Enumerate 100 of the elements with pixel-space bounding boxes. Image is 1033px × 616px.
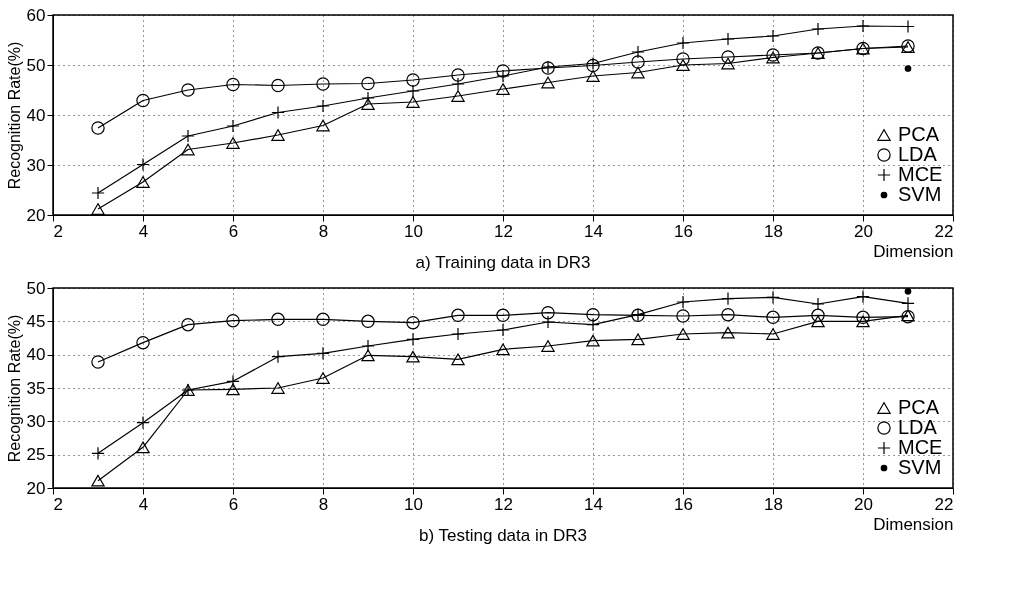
legend-label: SVM <box>898 456 942 478</box>
legend-label: MCE <box>898 436 943 458</box>
x-tick-label: 6 <box>228 221 239 241</box>
point <box>631 333 645 346</box>
point <box>361 314 375 329</box>
y-axis-title: Recognition Rate(%) <box>5 314 23 463</box>
point <box>811 315 825 328</box>
point <box>361 98 375 110</box>
point <box>631 55 645 69</box>
y-tick-label: 30 <box>26 155 46 175</box>
point <box>316 312 330 327</box>
point <box>136 415 150 430</box>
point <box>316 372 330 384</box>
y-tick-label: 50 <box>26 55 46 75</box>
x-tick-label: 20 <box>854 494 873 514</box>
point <box>226 77 240 92</box>
x-tick-label: 4 <box>138 221 149 241</box>
point <box>451 68 465 82</box>
x-axis-title: Dimension <box>873 514 954 534</box>
y-tick-label: 40 <box>26 105 46 125</box>
legend-label: LDA <box>898 416 938 438</box>
point <box>361 349 375 362</box>
point <box>226 313 240 328</box>
text: a) Training data in DR3 <box>415 253 591 272</box>
x-tick-label: 12 <box>494 494 513 514</box>
x-tick-label: 18 <box>764 221 783 241</box>
point <box>316 119 330 132</box>
x-tick-label: 22 <box>934 221 954 241</box>
point <box>406 315 420 330</box>
point <box>181 317 195 332</box>
x-tick-label: 16 <box>674 221 693 241</box>
x-tick-label: 12 <box>494 221 513 241</box>
y-tick-label: 20 <box>26 478 46 498</box>
x-tick-label: 20 <box>854 221 873 241</box>
point <box>496 64 510 78</box>
x-tick-label: 14 <box>584 221 603 241</box>
y-tick-label: 50 <box>26 278 46 298</box>
point <box>496 343 510 356</box>
point <box>496 83 510 95</box>
y-axis-title: Recognition Rate(%) <box>5 41 23 190</box>
legend-label: PCA <box>898 123 940 145</box>
y-tick-label: 60 <box>26 5 46 25</box>
point <box>904 65 912 72</box>
point <box>136 176 150 188</box>
text: b) Testing data in DR3 <box>419 526 587 545</box>
point <box>91 186 105 200</box>
point <box>766 328 780 340</box>
point <box>271 78 285 93</box>
point <box>226 383 240 396</box>
point <box>541 76 555 89</box>
point <box>91 474 105 487</box>
x-tick-label: 22 <box>934 494 954 514</box>
point <box>721 326 735 339</box>
x-tick-label: 8 <box>318 221 329 241</box>
point <box>361 76 375 91</box>
point <box>136 93 150 108</box>
legend-label: PCA <box>898 396 940 418</box>
point <box>136 335 150 350</box>
point <box>541 340 555 352</box>
point <box>451 308 465 323</box>
legend-label: SVM <box>898 183 942 205</box>
point <box>136 441 150 454</box>
x-tick-label: 10 <box>404 221 423 241</box>
point <box>856 315 870 328</box>
point <box>676 59 690 71</box>
x-tick-label: 6 <box>228 494 239 514</box>
point <box>181 143 195 156</box>
point <box>271 382 285 394</box>
point <box>676 309 690 323</box>
x-tick-label: 14 <box>584 494 603 514</box>
point <box>631 66 645 79</box>
y-tick-label: 25 <box>26 445 46 465</box>
point <box>721 50 735 64</box>
point <box>904 287 912 295</box>
point <box>271 129 285 141</box>
point <box>766 310 780 325</box>
point <box>676 328 690 340</box>
point <box>316 77 330 91</box>
x-tick-label: 4 <box>138 494 149 514</box>
y-tick-label: 20 <box>26 205 46 225</box>
y-tick-label: 35 <box>26 378 46 398</box>
point <box>91 446 105 461</box>
y-tick-label: 40 <box>26 345 46 365</box>
point <box>451 353 465 366</box>
x-tick-label: 2 <box>53 221 63 241</box>
point <box>586 307 600 322</box>
point <box>541 305 555 320</box>
point <box>406 73 420 87</box>
point <box>496 308 510 323</box>
point <box>856 310 870 325</box>
x-tick-label: 16 <box>674 494 693 514</box>
point <box>226 137 240 149</box>
point <box>811 308 825 323</box>
x-axis-title: Dimension <box>873 241 954 261</box>
point <box>91 203 105 215</box>
point <box>586 70 600 82</box>
point <box>406 350 420 363</box>
legend-label: MCE <box>898 163 943 185</box>
point <box>451 90 465 102</box>
y-tick-label: 30 <box>26 411 46 431</box>
